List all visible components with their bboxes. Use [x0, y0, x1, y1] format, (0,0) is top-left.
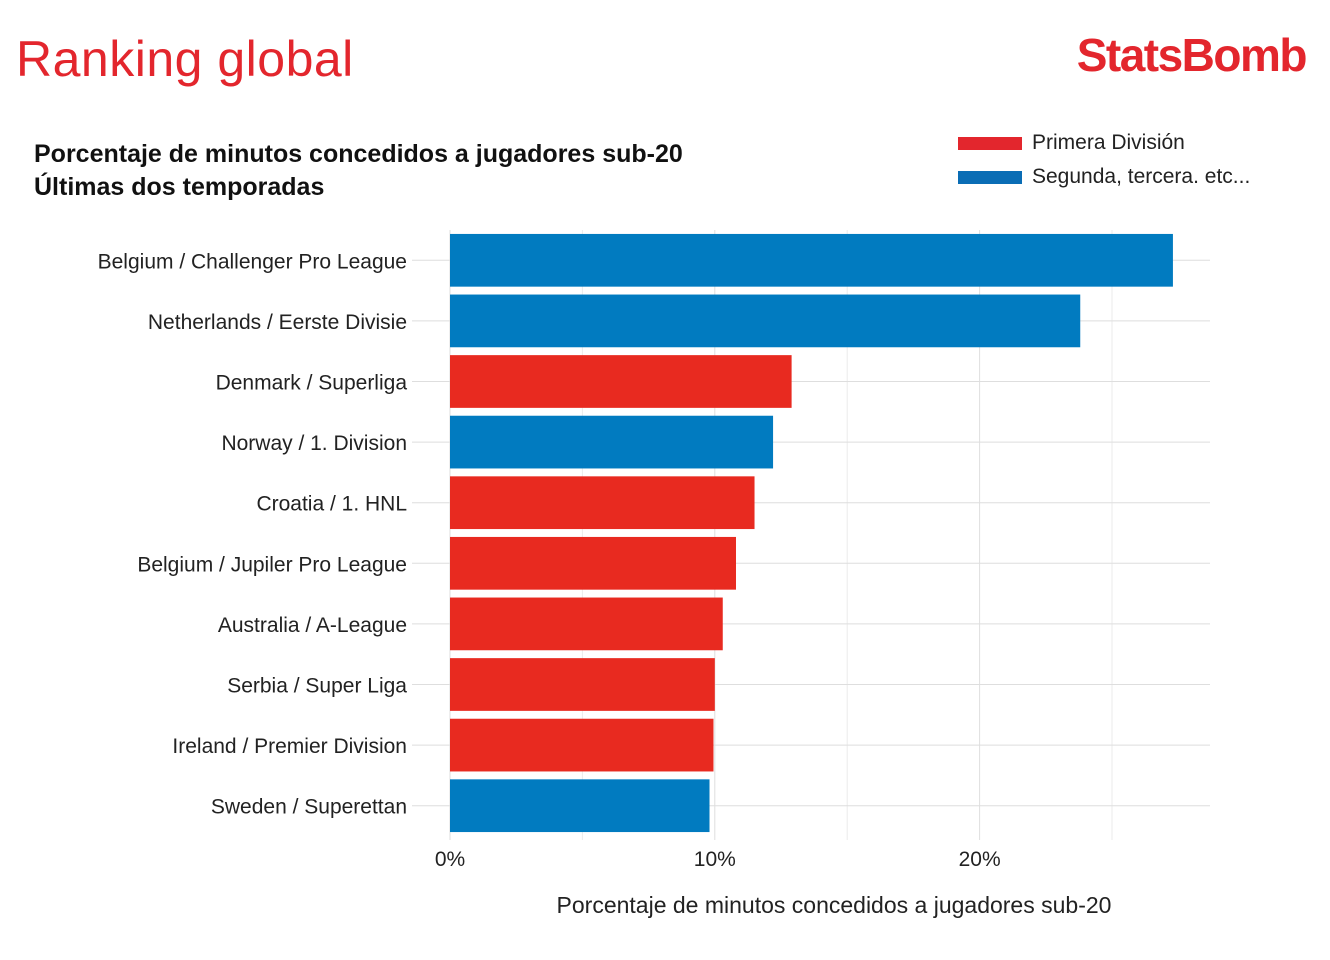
page-title: Ranking global [16, 31, 354, 87]
y-tick-label: Ireland / Premier Division [172, 735, 407, 758]
x-tick-label: 0% [435, 848, 465, 871]
x-tick-label: 20% [959, 848, 1001, 871]
legend-item-primera: Primera División [958, 126, 1250, 160]
legend-label-primera: Primera División [1032, 131, 1185, 154]
y-tick-label: Belgium / Jupiler Pro League [137, 553, 407, 576]
legend-label-segunda: Segunda, tercera. etc... [1032, 165, 1251, 188]
bar [450, 233, 1173, 287]
chart-title: Porcentaje de minutos concedidos a jugad… [34, 138, 683, 204]
bar [450, 658, 715, 711]
chart-title-line2: Últimas dos temporadas [34, 173, 325, 201]
bar [450, 779, 710, 833]
bar [450, 355, 792, 408]
bar [450, 718, 714, 772]
chart-title-line1: Porcentaje de minutos concedidos a jugad… [34, 140, 683, 168]
y-tick-label: Netherlands / Eerste Divisie [148, 311, 407, 334]
bar [450, 294, 1081, 348]
bar [450, 415, 774, 469]
bar [450, 476, 755, 530]
y-tick-label: Norway / 1. Division [221, 432, 407, 455]
bar [450, 536, 736, 590]
x-tick-label: 10% [694, 848, 736, 871]
y-tick-label: Australia / A-League [218, 614, 407, 637]
y-tick-label: Sweden / Superettan [211, 796, 407, 819]
bar [450, 597, 723, 651]
statsbomb-logo: StatsBomb [1076, 29, 1308, 81]
y-tick-label: Croatia / 1. HNL [256, 493, 407, 516]
legend-swatch-segunda [958, 170, 1022, 184]
legend-item-segunda: Segunda, tercera. etc... [958, 160, 1250, 194]
y-tick-label: Belgium / Challenger Pro League [98, 250, 407, 273]
y-tick-label: Serbia / Super Liga [227, 675, 407, 698]
legend-swatch-primera [958, 136, 1022, 150]
legend: Primera División Segunda, tercera. etc..… [958, 126, 1250, 194]
y-tick-label: Denmark / Superliga [216, 372, 408, 395]
x-axis-title: Porcentaje de minutos concedidos a jugad… [557, 892, 1112, 918]
